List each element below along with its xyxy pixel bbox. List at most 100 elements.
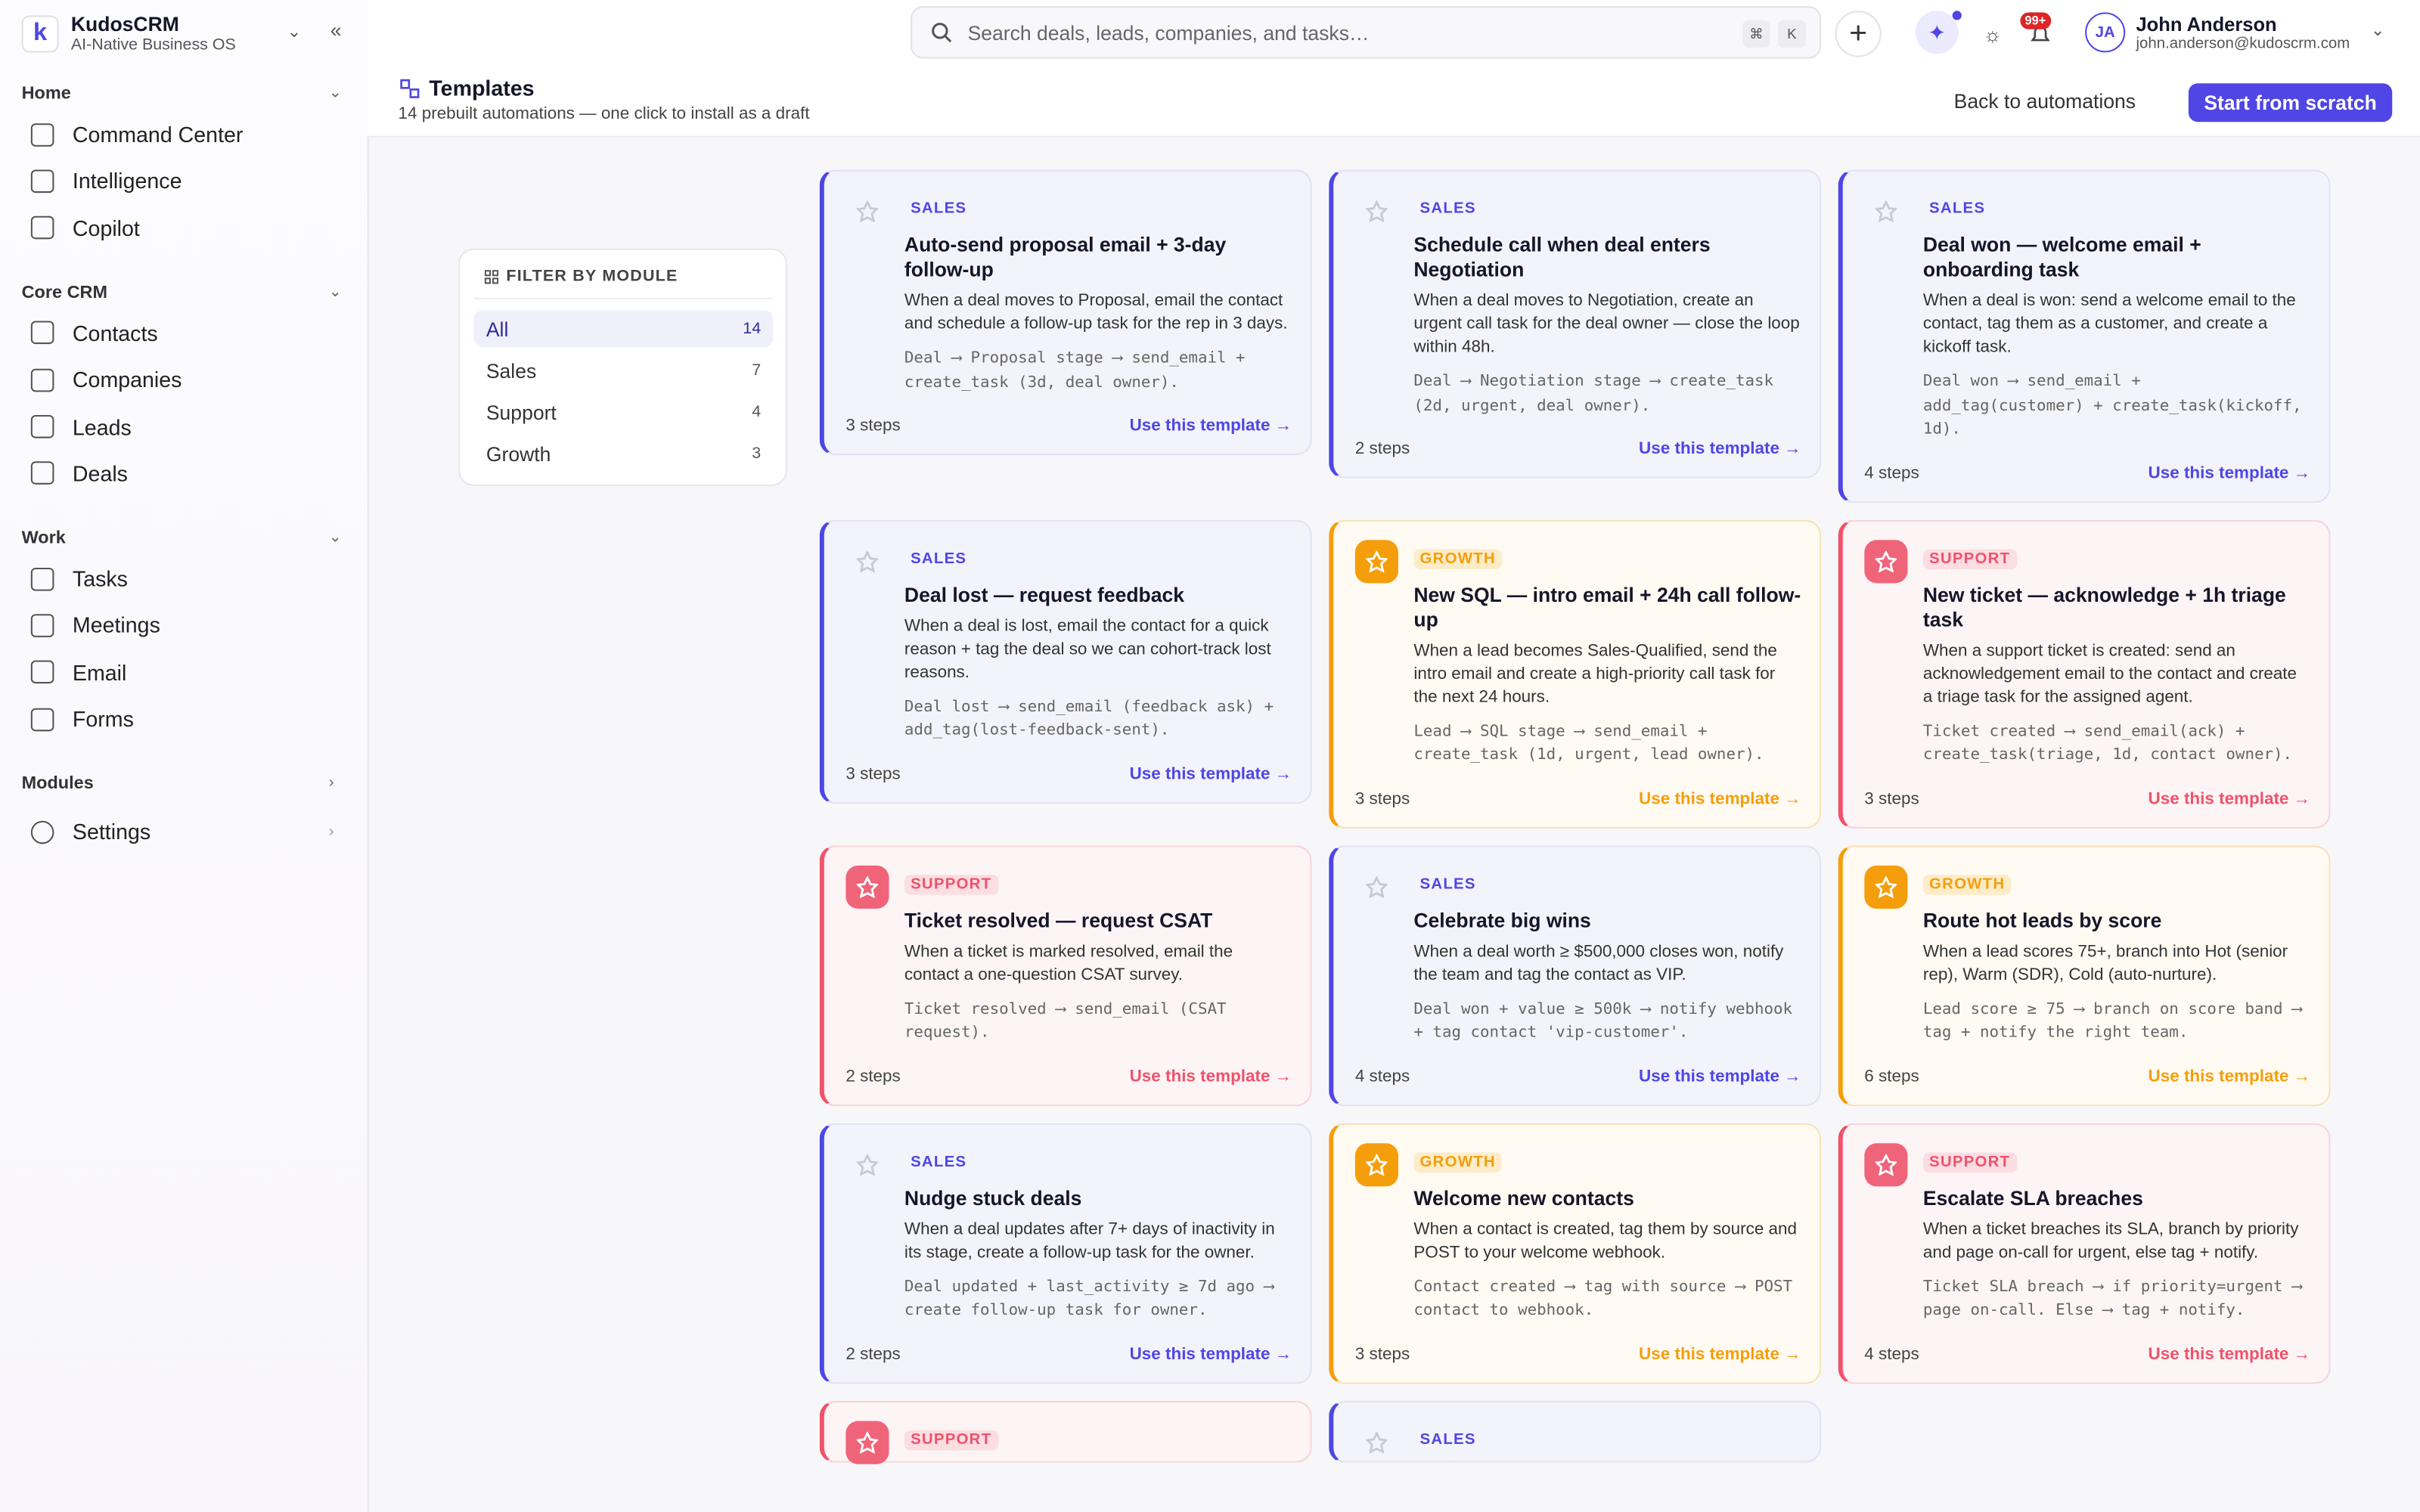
- nav-label: Email: [72, 659, 127, 685]
- card-footer: 3 steps Use this template →: [845, 417, 1292, 435]
- card-icon: [845, 1420, 889, 1464]
- card-title: New ticket — acknowledge + 1h triage tas…: [1922, 582, 2286, 631]
- nav-item[interactable]: Meetings: [30, 613, 160, 638]
- nav-item[interactable]: Email: [30, 659, 127, 685]
- step-count: 2 steps: [845, 1344, 901, 1364]
- use-template[interactable]: Use this template →: [1129, 417, 1292, 435]
- use-template[interactable]: Use this template →: [1639, 789, 1801, 808]
- section-title[interactable]: Work: [21, 529, 66, 548]
- ai-button[interactable]: ✦: [1915, 11, 1959, 54]
- use-template[interactable]: Use this template →: [1639, 439, 1801, 459]
- filter-count: 14: [743, 319, 762, 338]
- module-tag: SALES: [1419, 1430, 1476, 1448]
- template-card: SUPPORT New ticket — acknowledge + 1h tri…: [1838, 519, 2331, 828]
- search[interactable]: Search deals, leads, companies, and task…: [911, 6, 1822, 59]
- use-template[interactable]: Use this template →: [1129, 764, 1292, 783]
- card-icon: [1864, 1142, 1908, 1186]
- card-title: New SQL — intro email + 24h call follow-…: [1413, 582, 1801, 631]
- card-description: When a deal updates after 7+ days of ina…: [904, 1219, 1275, 1262]
- nav-item[interactable]: Companies: [30, 367, 182, 392]
- use-template[interactable]: Use this template →: [1129, 1067, 1292, 1086]
- user-menu[interactable]: ⌄: [2370, 21, 2385, 41]
- template-card: SALES: [1329, 1400, 1822, 1462]
- start-from-scratch[interactable]: Start from scratch: [2188, 83, 2393, 122]
- nav-icon: [30, 122, 54, 146]
- card-footer: 3 steps Use this template →: [1355, 789, 1801, 807]
- nav-item[interactable]: Forms: [30, 707, 134, 731]
- use-template[interactable]: Use this template →: [2148, 789, 2311, 808]
- module-tag: SALES: [911, 550, 967, 567]
- icon-glyph: [1366, 550, 1388, 572]
- brand[interactable]: k KudosCRM AI-Native Business OS: [21, 12, 236, 54]
- use-template[interactable]: Use this template →: [2148, 1344, 2311, 1364]
- section-title[interactable]: Core CRM: [21, 284, 108, 302]
- use-template[interactable]: Use this template →: [2148, 463, 2311, 482]
- template-card: SALES Nudge stuck deals When a deal update…: [819, 1122, 1312, 1383]
- nav-item[interactable]: Deals: [30, 460, 128, 486]
- card-title: Welcome new contacts: [1413, 1185, 1634, 1209]
- avatar[interactable]: JA: [2085, 12, 2126, 53]
- section-toggle[interactable]: ⌄: [328, 529, 342, 547]
- nav-item[interactable]: Tasks: [30, 566, 128, 591]
- card-icon: [1864, 539, 1908, 583]
- template-card: GROWTH New SQL — intro email + 24h call f…: [1329, 519, 1822, 828]
- use-template[interactable]: Use this template →: [2148, 1067, 2311, 1086]
- nav-item[interactable]: Copilot: [30, 215, 140, 240]
- card-flow: Deal lost ⟶ send_email (feedback ask) + …: [904, 698, 1274, 739]
- nav-label: Deals: [72, 460, 128, 486]
- section-toggle[interactable]: ›: [328, 775, 334, 792]
- module-tag: SALES: [1419, 875, 1476, 893]
- use-template[interactable]: Use this template →: [1129, 1344, 1292, 1364]
- nav-item[interactable]: Settings: [30, 820, 150, 844]
- filter-label: All: [486, 317, 509, 340]
- workspace-toggle[interactable]: ⌄: [287, 23, 302, 42]
- card-description: When a deal moves to Proposal, email the…: [904, 291, 1288, 333]
- section-title[interactable]: Home: [21, 85, 71, 104]
- icon-glyph: [856, 875, 879, 897]
- filter-count: 7: [752, 361, 762, 380]
- theme-toggle[interactable]: ☼: [1983, 22, 2002, 46]
- nav-item[interactable]: Command Center: [30, 122, 244, 147]
- card-icon: [1355, 190, 1398, 233]
- nav-item[interactable]: Intelligence: [30, 169, 182, 194]
- card-flow: Lead score ≥ 75 ⟶ branch on score band ⟶…: [1922, 1000, 2302, 1042]
- module-tag: SALES: [1419, 200, 1476, 218]
- search-placeholder: Search deals, leads, companies, and task…: [967, 20, 1370, 45]
- section-toggle[interactable]: ⌄: [328, 284, 342, 301]
- nav-item[interactable]: Leads: [30, 414, 132, 439]
- filter-option[interactable]: Sales 7: [474, 352, 774, 389]
- nav-icon: [30, 461, 54, 485]
- card-footer: 3 steps Use this template →: [1355, 1345, 1801, 1363]
- filter-title: FILTER BY MODULE: [506, 267, 678, 286]
- module-tag: SUPPORT: [904, 874, 998, 894]
- step-count: 3 steps: [1354, 789, 1410, 808]
- nav-item[interactable]: Contacts: [30, 321, 158, 345]
- filter-option[interactable]: All 14: [473, 310, 774, 348]
- filter-count: 4: [752, 402, 762, 422]
- section-toggle[interactable]: ⌄: [328, 85, 342, 102]
- collapse-sidebar[interactable]: «: [330, 18, 342, 42]
- icon-glyph: [1366, 1430, 1388, 1453]
- icon-glyph: [856, 1430, 879, 1453]
- filter-label: Support: [486, 400, 557, 424]
- use-template[interactable]: Use this template →: [1639, 1344, 1801, 1364]
- filter-option[interactable]: Support 4: [474, 393, 774, 430]
- user[interactable]: John Anderson john.anderson@kudoscrm.com: [2136, 14, 2350, 52]
- back-link[interactable]: Back to automations: [1953, 89, 2136, 113]
- card-footer: 4 steps Use this template →: [1864, 463, 2310, 482]
- icon-glyph: [856, 200, 879, 222]
- card-footer: 6 steps Use this template →: [1864, 1067, 2310, 1085]
- nav-label: Intelligence: [72, 169, 182, 194]
- card-flow: Deal won ⟶ send_email + add_tag(customer…: [1922, 373, 2302, 438]
- nav-label: Leads: [72, 414, 132, 439]
- add-button[interactable]: +: [1835, 11, 1882, 57]
- icon-glyph: [1366, 200, 1388, 222]
- section-title[interactable]: Modules: [21, 775, 94, 794]
- icon-glyph: [1875, 200, 1897, 222]
- card-title: Ticket resolved — request CSAT: [904, 908, 1213, 931]
- template-card: SALES Celebrate big wins When a deal worth…: [1329, 844, 1822, 1106]
- card-flow: Contact created ⟶ tag with source ⟶ POST…: [1413, 1278, 1793, 1319]
- use-template[interactable]: Use this template →: [1639, 1067, 1801, 1086]
- filter-option[interactable]: Growth 3: [474, 435, 774, 472]
